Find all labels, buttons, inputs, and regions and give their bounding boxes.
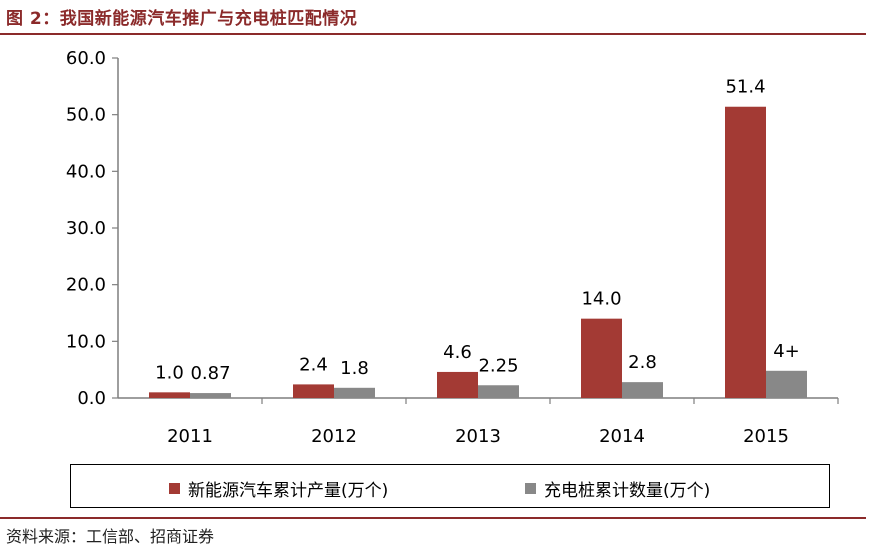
data-label: 1.0 — [155, 362, 184, 383]
chart-legend: 新能源汽车累计产量(万个) 充电桩累计数量(万个) — [70, 464, 830, 508]
legend-item-chargers: 充电桩累计数量(万个) — [525, 476, 710, 501]
bar-vehicles — [293, 384, 334, 398]
legend-label-vehicles: 新能源汽车累计产量(万个) — [188, 481, 389, 501]
x-tick-label: 2013 — [455, 426, 501, 447]
bar-vehicles — [581, 318, 622, 398]
legend-swatch-chargers — [525, 483, 536, 494]
bar-vehicles — [437, 371, 478, 398]
x-tick-label: 2014 — [599, 426, 645, 447]
data-label: 0.87 — [190, 363, 230, 384]
bar-chargers — [190, 393, 231, 398]
y-tick-label: 40.0 — [66, 161, 106, 182]
bar-vehicles — [725, 106, 766, 398]
y-tick-label: 20.0 — [66, 275, 106, 296]
bar-chart: 0.0 10.0 20.0 30.0 40.0 50.0 60.0 2011 1.0 0.87 20… — [66, 48, 839, 447]
bar-chargers — [334, 387, 375, 398]
y-tick-label: 60.0 — [66, 48, 106, 69]
legend-item-vehicles: 新能源汽车累计产量(万个) — [169, 476, 388, 501]
data-label: 14.0 — [581, 289, 621, 310]
y-tick-label: 10.0 — [66, 331, 106, 352]
bar-chargers — [622, 382, 663, 398]
data-label: 51.4 — [725, 77, 765, 98]
y-tick-label: 50.0 — [66, 105, 106, 126]
x-tick-label: 2015 — [743, 426, 789, 447]
title-divider — [0, 33, 866, 35]
source-divider — [0, 517, 866, 519]
source-note: 资料来源：工信部、招商证券 — [6, 527, 215, 546]
legend-swatch-vehicles — [169, 483, 180, 494]
x-tick-label: 2011 — [167, 426, 213, 447]
data-label: 2.4 — [299, 354, 328, 375]
y-tick-label: 0.0 — [77, 388, 106, 409]
legend-label-chargers: 充电桩累计数量(万个) — [544, 481, 711, 501]
bar-chargers — [478, 385, 519, 398]
data-label: 4+ — [773, 341, 800, 362]
figure-title: 图 2：我国新能源汽车推广与充电桩匹配情况 — [6, 9, 358, 29]
data-label: 1.8 — [340, 358, 369, 379]
bar-vehicles — [149, 392, 190, 398]
x-tick-label: 2012 — [311, 426, 357, 447]
data-label: 2.8 — [628, 352, 657, 373]
data-label: 2.25 — [478, 355, 518, 376]
data-label: 4.6 — [443, 342, 472, 363]
bar-chargers — [766, 370, 807, 398]
y-tick-label: 30.0 — [66, 218, 106, 239]
